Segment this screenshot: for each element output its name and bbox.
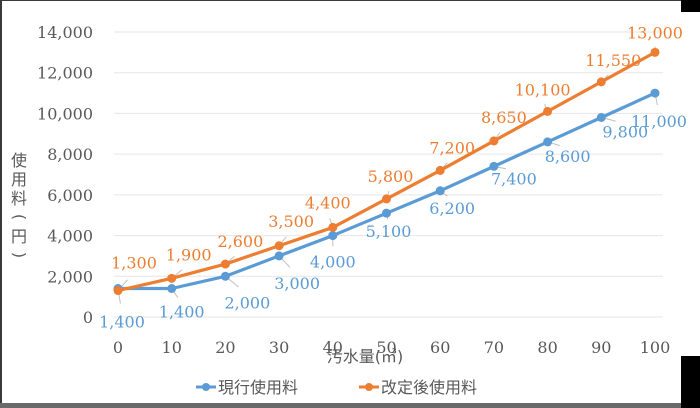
x-tick-label: 10 <box>162 338 182 357</box>
data-point-marker <box>382 194 391 204</box>
y-axis-title: 使用料 ( 円) <box>10 151 29 258</box>
x-tick-label: 20 <box>215 338 235 357</box>
y-axis-ticks: 0 2,000 4,000 6,000 8,000 10,000 12,000 14,000 <box>37 23 93 327</box>
legend-label: 改定後使用料 <box>381 378 477 397</box>
x-tick-label: 80 <box>537 338 557 357</box>
data-point-marker <box>274 251 284 261</box>
data-point-marker <box>489 161 499 171</box>
series-lines <box>113 47 660 296</box>
x-tick-label: 100 <box>640 338 671 357</box>
y-tick-label: 8,000 <box>47 145 93 164</box>
data-point-marker <box>650 88 660 98</box>
data-point-marker <box>543 106 553 116</box>
data-point-marker <box>543 137 553 147</box>
data-label: 13,000 <box>627 23 683 42</box>
data-label: 1,400 <box>99 313 145 332</box>
data-label: 8,600 <box>545 147 591 166</box>
x-tick-label: 60 <box>430 338 450 357</box>
svg-text:(: ( <box>10 214 29 220</box>
x-tick-label: 30 <box>269 338 289 357</box>
y-tick-label: 10,000 <box>37 104 93 123</box>
legend-item-revised[interactable]: 改定後使用料 <box>359 378 477 397</box>
data-label: 5,800 <box>368 167 414 186</box>
y-tick-label: 12,000 <box>37 64 93 83</box>
x-tick-label: 40 <box>323 338 343 357</box>
legend-marker-icon <box>365 383 373 391</box>
svg-text:用: 用 <box>11 170 27 189</box>
chart-frame <box>0 0 681 403</box>
data-label: 2,000 <box>224 293 270 312</box>
data-point-marker <box>596 113 606 122</box>
legend: 現行使用料 改定後使用料 <box>196 378 477 397</box>
x-tick-label: 70 <box>484 338 504 357</box>
data-point-marker <box>220 259 230 269</box>
gridlines <box>114 31 663 318</box>
data-label: 10,100 <box>515 80 571 99</box>
legend-label: 現行使用料 <box>218 378 298 397</box>
data-point-marker <box>435 165 445 175</box>
data-point-marker <box>596 77 606 87</box>
data-point-marker <box>489 136 499 146</box>
data-label: 8,650 <box>481 108 527 127</box>
data-label: 6,200 <box>429 199 475 218</box>
data-label: 4,400 <box>305 193 351 212</box>
x-tick-label: 90 <box>591 338 611 357</box>
y-tick-label: 4,000 <box>47 227 93 246</box>
data-label: 11,000 <box>631 112 687 131</box>
data-label: 7,200 <box>429 138 475 157</box>
data-label: 1,300 <box>111 254 157 273</box>
svg-text:料: 料 <box>11 189 27 208</box>
legend-item-current[interactable]: 現行使用料 <box>196 378 298 397</box>
legend-marker-icon <box>202 383 210 391</box>
x-axis-ticks: 0 10 20 30 40 50 60 70 80 90 100 <box>113 338 670 357</box>
data-label: 3,000 <box>274 274 320 293</box>
data-point-marker <box>650 47 660 57</box>
data-label: 2,600 <box>217 232 263 251</box>
x-tick-label: 0 <box>113 338 123 357</box>
y-tick-label: 14,000 <box>37 23 93 42</box>
data-point-marker <box>220 271 230 281</box>
frame-shadow <box>0 403 681 408</box>
x-tick-label: 50 <box>376 338 396 357</box>
data-label: 9,800 <box>602 123 648 142</box>
data-label: 11,550 <box>585 51 641 70</box>
data-point-marker <box>167 273 177 283</box>
frame-edge <box>681 12 700 356</box>
y-tick-label: 2,000 <box>47 267 93 286</box>
svg-text:使: 使 <box>11 151 27 170</box>
data-label: 1,400 <box>159 303 205 322</box>
data-point-marker <box>328 231 338 241</box>
svg-text:円: 円 <box>11 227 27 246</box>
y-tick-label: 0 <box>83 308 93 327</box>
svg-text:): ) <box>10 252 29 258</box>
data-point-marker <box>382 208 391 218</box>
data-point-marker <box>167 284 177 293</box>
data-label: 5,100 <box>366 222 412 241</box>
data-label: 3,500 <box>268 212 314 231</box>
y-tick-label: 6,000 <box>47 186 93 205</box>
data-point-marker <box>113 286 123 296</box>
data-label: 7,400 <box>491 169 537 188</box>
data-point-marker <box>435 186 445 196</box>
data-point-marker <box>274 241 284 251</box>
data-label: 4,000 <box>310 253 356 272</box>
data-label: 1,900 <box>166 245 212 264</box>
data-point-marker <box>328 222 338 232</box>
x-axis-title: 汚水量(㎥) <box>327 347 404 366</box>
